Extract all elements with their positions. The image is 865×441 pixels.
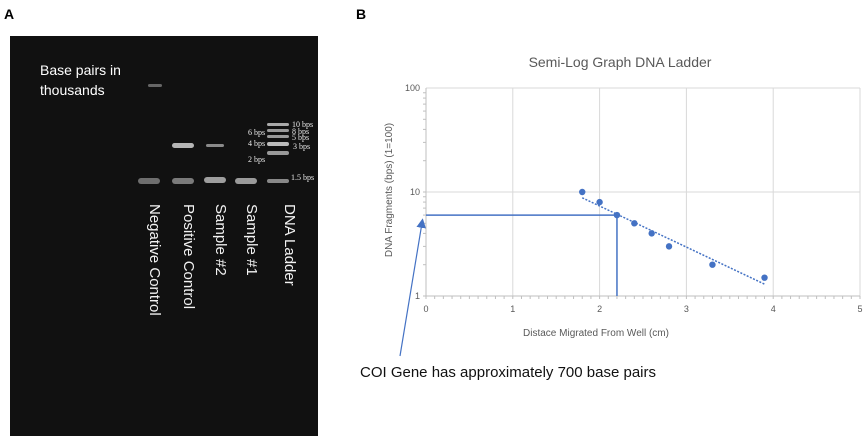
x-tick-label: 4 [771,304,776,314]
ladder-label: 4 bps [248,139,266,148]
data-point [648,230,655,237]
lane-label-sample-2: Sample #2 [212,204,229,276]
annotation-text: COI Gene has approximately 700 base pair… [360,364,656,381]
band-negative-control [138,178,160,184]
chart-title: Semi-Log Graph DNA Ladder [529,54,712,70]
x-tick-label: 0 [423,304,428,314]
data-point [631,220,638,227]
y-tick-label: 10 [410,187,420,197]
ladder-band-2 [267,129,289,132]
ladder-band-3 [267,135,289,138]
x-axis-label: Distace Migrated From Well (cm) [523,328,669,339]
data-point [709,261,716,268]
reference-lines [426,214,618,296]
annotation-arrow [399,218,426,357]
ladder-label: 6 bps [248,128,266,137]
trendline [581,197,765,285]
y-tick-label: 1 [415,291,420,301]
data-point [579,188,586,196]
x-tick-label: 1 [510,304,515,314]
gel-caption: Base pairs in thousands [40,62,121,98]
lane-label-negative-control: Negative Control [146,204,163,316]
ladder-band-6 [267,179,289,183]
well-mark [148,84,162,87]
lane-label-positive-control: Positive Control [180,204,197,310]
ladder-label: 1.5 bps [291,173,315,182]
data-points [579,188,768,281]
gel-image: Base pairs in thousands 10 bps 8 bps 5 b… [10,36,318,436]
ladder-label: 2 bps [248,155,266,164]
y-axis-label: DNA Fragments (bps) (1=100) [384,123,395,257]
ladder-label: 3 bps [293,142,311,151]
x-tick-label: 2 [597,304,602,314]
lane-label-dna-ladder: DNA Ladder [281,204,298,286]
ladder-label: 10 bps [292,120,314,129]
band-sample-1 [235,178,257,184]
x-tick-label: 3 [684,304,689,314]
ladder-band-4 [267,142,289,146]
panel-b-label: B [356,6,367,22]
ladder-band-5 [267,151,289,155]
trendline-segment [581,197,765,285]
ladder-label: 8 bps [292,127,310,136]
panel-a-label: A [4,6,15,22]
band-positive-control-high [172,143,194,148]
band-positive-control-low [172,178,194,184]
x-tick-label: 5 [857,304,862,314]
data-point [613,211,621,219]
ladder-band-1 [267,123,289,126]
data-point [761,274,768,281]
chart-grid [425,87,861,297]
data-point [665,243,673,250]
band-sample-2-low [204,177,226,183]
band-sample-2-high [206,144,224,147]
data-point [596,198,603,206]
y-tick-label: 100 [405,83,420,93]
ladder-label: 5 bps [292,133,310,142]
lane-label-sample-1: Sample #1 [243,204,260,276]
